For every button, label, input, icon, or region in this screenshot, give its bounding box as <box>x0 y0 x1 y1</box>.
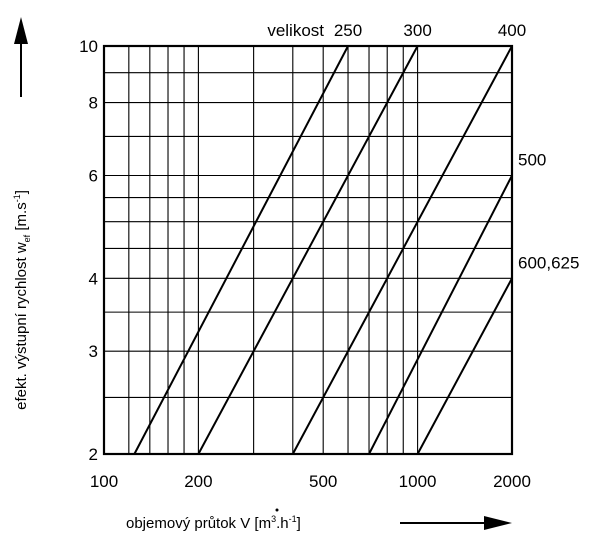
x-tick-label: 200 <box>184 472 212 491</box>
y-axis-label-unit-exp: -1 <box>12 194 22 202</box>
y-axis-label: efekt. výstupní rychlost wef [m.s-1] <box>12 190 32 410</box>
x-axis-label-dot <box>275 508 279 512</box>
y-tick-label: 6 <box>89 166 98 185</box>
plot-frame <box>102 44 514 456</box>
x-axis-label-unit-mid: .h <box>276 515 289 532</box>
svg-text:objemový průtok V [m3.h-1]: objemový průtok V [m3.h-1] <box>126 514 301 532</box>
y-tick-label: 10 <box>79 37 98 56</box>
x-axis-label: objemový průtok V [m3.h-1] <box>126 508 301 532</box>
y-tick-label: 8 <box>89 94 98 113</box>
x-axis-label-unit-exp1: 3 <box>271 514 276 524</box>
svg-text:efekt. výstupní rychlost wef: efekt. výstupní rychlost wef [m.s-1] <box>12 190 32 410</box>
series-label: 500 <box>518 150 546 169</box>
x-axis-label-unit: [m <box>254 515 271 532</box>
series-label: 300 <box>403 21 431 40</box>
y-axis-arrow <box>14 17 28 97</box>
x-tick-label: 100 <box>90 472 118 491</box>
x-axis-label-main: objemový průtok V <box>126 515 250 532</box>
series-line-250 <box>133 45 349 455</box>
y-tick-label: 3 <box>89 342 98 361</box>
x-axis-label-unit-close: ] <box>297 515 301 532</box>
series-line-300 <box>197 45 419 455</box>
x-tick-label: 2000 <box>493 472 531 491</box>
y-axis-label-unit: [m.s <box>13 202 30 230</box>
series-line-500 <box>368 175 513 455</box>
y-axis-label-unit-close: ] <box>13 190 30 194</box>
y-axis-label-main: efekt. výstupní rychlost w <box>13 242 30 410</box>
x-tick-label: 1000 <box>399 472 437 491</box>
series-label: 600,625 <box>518 253 579 272</box>
x-tick-label: 500 <box>309 472 337 491</box>
legend-title: velikost <box>267 21 324 40</box>
series-labels: 250 300 400 500 600,625 <box>334 21 580 272</box>
y-tick-label: 2 <box>89 445 98 464</box>
series-line-600-625 <box>416 277 513 455</box>
y-axis-label-subscript: ef <box>22 234 32 242</box>
series-line-400 <box>291 45 513 455</box>
x-axis-arrow <box>400 516 512 530</box>
series-label: 250 <box>334 21 362 40</box>
tick-labels: 100 200 500 1000 2000 2 3 4 6 8 10 <box>79 37 531 491</box>
y-tick-label: 4 <box>89 269 98 288</box>
x-axis-label-unit-exp2: -1 <box>289 514 297 524</box>
series-label: 400 <box>498 21 526 40</box>
series-lines <box>133 45 513 455</box>
